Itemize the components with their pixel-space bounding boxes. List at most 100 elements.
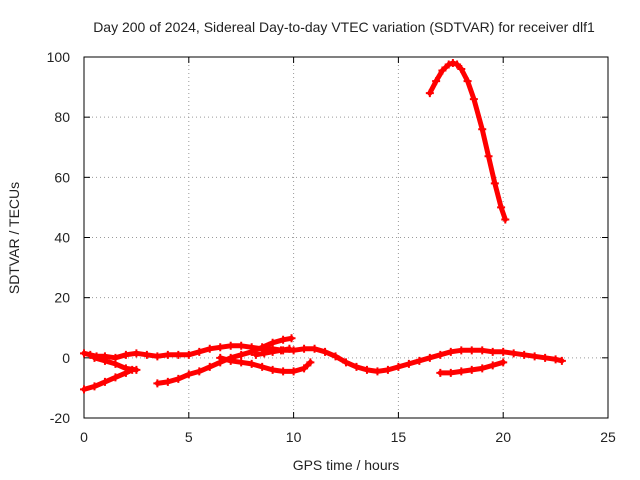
data-point-marker bbox=[153, 352, 162, 361]
x-tick-label: 25 bbox=[600, 429, 616, 445]
data-point-marker bbox=[205, 344, 214, 353]
series-line-trace-5 bbox=[217, 355, 313, 374]
series-group bbox=[80, 59, 566, 394]
grid bbox=[84, 57, 608, 418]
series-line-trace-8 bbox=[427, 60, 508, 222]
data-point-marker bbox=[277, 346, 286, 355]
data-point-marker bbox=[90, 382, 99, 391]
data-point-marker bbox=[216, 353, 225, 362]
x-tick-label: 15 bbox=[391, 429, 407, 445]
data-point-marker bbox=[300, 364, 309, 373]
data-point-marker bbox=[436, 350, 445, 359]
data-point-marker bbox=[310, 344, 319, 353]
y-tick-label: 40 bbox=[54, 230, 70, 246]
x-axis-ticks: 0 5 10 15 20 25 bbox=[80, 57, 616, 445]
data-point-marker bbox=[121, 364, 130, 373]
y-axis-label: SDTVAR / TECUs bbox=[6, 182, 22, 294]
data-point-marker bbox=[247, 359, 256, 368]
data-point-marker bbox=[80, 385, 88, 394]
data-point-marker bbox=[132, 349, 141, 358]
data-point-marker bbox=[80, 349, 88, 358]
data-point-marker bbox=[205, 362, 214, 371]
data-point-marker bbox=[463, 77, 472, 86]
data-point-marker bbox=[216, 343, 225, 352]
y-tick-label: 80 bbox=[54, 109, 70, 125]
data-point-marker bbox=[478, 125, 487, 134]
y-axis-ticks: -20 0 20 40 60 80 100 bbox=[47, 49, 608, 426]
y-tick-label: 100 bbox=[47, 49, 71, 65]
chart-title: Day 200 of 2024, Sidereal Day-to-day VTE… bbox=[93, 19, 595, 35]
data-point-marker bbox=[258, 343, 267, 352]
data-point-marker bbox=[467, 365, 476, 374]
data-point-marker bbox=[467, 346, 476, 355]
data-point-marker bbox=[195, 367, 204, 376]
data-point-marker bbox=[530, 352, 539, 361]
data-point-marker bbox=[478, 346, 487, 355]
y-tick-label: -20 bbox=[50, 410, 70, 426]
y-tick-label: 0 bbox=[62, 350, 70, 366]
data-point-marker bbox=[237, 341, 246, 350]
data-point-marker bbox=[497, 203, 506, 212]
data-point-marker bbox=[469, 95, 478, 104]
data-point-marker bbox=[100, 356, 109, 365]
data-point-marker bbox=[457, 367, 466, 376]
data-point-marker bbox=[446, 347, 455, 356]
data-point-marker bbox=[306, 358, 315, 367]
data-point-marker bbox=[163, 377, 172, 386]
data-point-marker bbox=[457, 346, 466, 355]
data-point-marker bbox=[163, 350, 172, 359]
data-point-marker bbox=[331, 352, 340, 361]
data-point-marker bbox=[268, 365, 277, 374]
data-point-marker bbox=[446, 368, 455, 377]
data-point-marker bbox=[268, 347, 277, 356]
data-point-marker bbox=[279, 335, 288, 344]
data-point-marker bbox=[287, 334, 296, 343]
data-point-marker bbox=[174, 374, 183, 383]
data-point-marker bbox=[121, 350, 130, 359]
data-point-marker bbox=[260, 349, 269, 358]
x-axis-label: GPS time / hours bbox=[293, 457, 400, 473]
data-point-marker bbox=[499, 358, 508, 367]
data-point-marker bbox=[488, 361, 497, 370]
data-point-marker bbox=[453, 60, 462, 69]
data-point-marker bbox=[251, 350, 260, 359]
y-tick-label: 20 bbox=[54, 290, 70, 306]
data-point-marker bbox=[352, 362, 361, 371]
data-point-marker bbox=[490, 179, 499, 188]
y-tick-label: 60 bbox=[54, 169, 70, 185]
data-point-marker bbox=[432, 77, 441, 86]
data-point-marker bbox=[195, 347, 204, 356]
data-point-marker bbox=[184, 370, 193, 379]
x-tick-label: 0 bbox=[80, 429, 88, 445]
data-point-marker bbox=[226, 341, 235, 350]
data-point-marker bbox=[362, 365, 371, 374]
x-tick-label: 20 bbox=[495, 429, 511, 445]
data-point-marker bbox=[184, 350, 193, 359]
data-point-marker bbox=[258, 362, 267, 371]
data-point-marker bbox=[90, 353, 99, 362]
data-point-marker bbox=[247, 347, 256, 356]
data-point-marker bbox=[509, 349, 518, 358]
data-point-marker bbox=[279, 367, 288, 376]
data-point-marker bbox=[111, 373, 120, 382]
data-point-marker bbox=[425, 353, 434, 362]
data-point-marker bbox=[289, 367, 298, 376]
x-tick-label: 5 bbox=[185, 429, 193, 445]
data-point-marker bbox=[237, 350, 246, 359]
data-point-marker bbox=[551, 355, 560, 364]
data-point-marker bbox=[438, 66, 447, 75]
data-point-marker bbox=[404, 359, 413, 368]
data-point-marker bbox=[383, 365, 392, 374]
data-point-marker bbox=[444, 60, 453, 69]
data-point-marker bbox=[142, 350, 151, 359]
data-point-marker bbox=[285, 344, 294, 353]
data-point-marker bbox=[501, 215, 510, 224]
data-point-marker bbox=[237, 358, 246, 367]
data-point-marker bbox=[373, 367, 382, 376]
data-point-marker bbox=[488, 347, 497, 356]
data-point-marker bbox=[478, 364, 487, 373]
data-point-marker bbox=[425, 89, 434, 98]
data-point-marker bbox=[174, 350, 183, 359]
data-point-marker bbox=[484, 152, 493, 161]
